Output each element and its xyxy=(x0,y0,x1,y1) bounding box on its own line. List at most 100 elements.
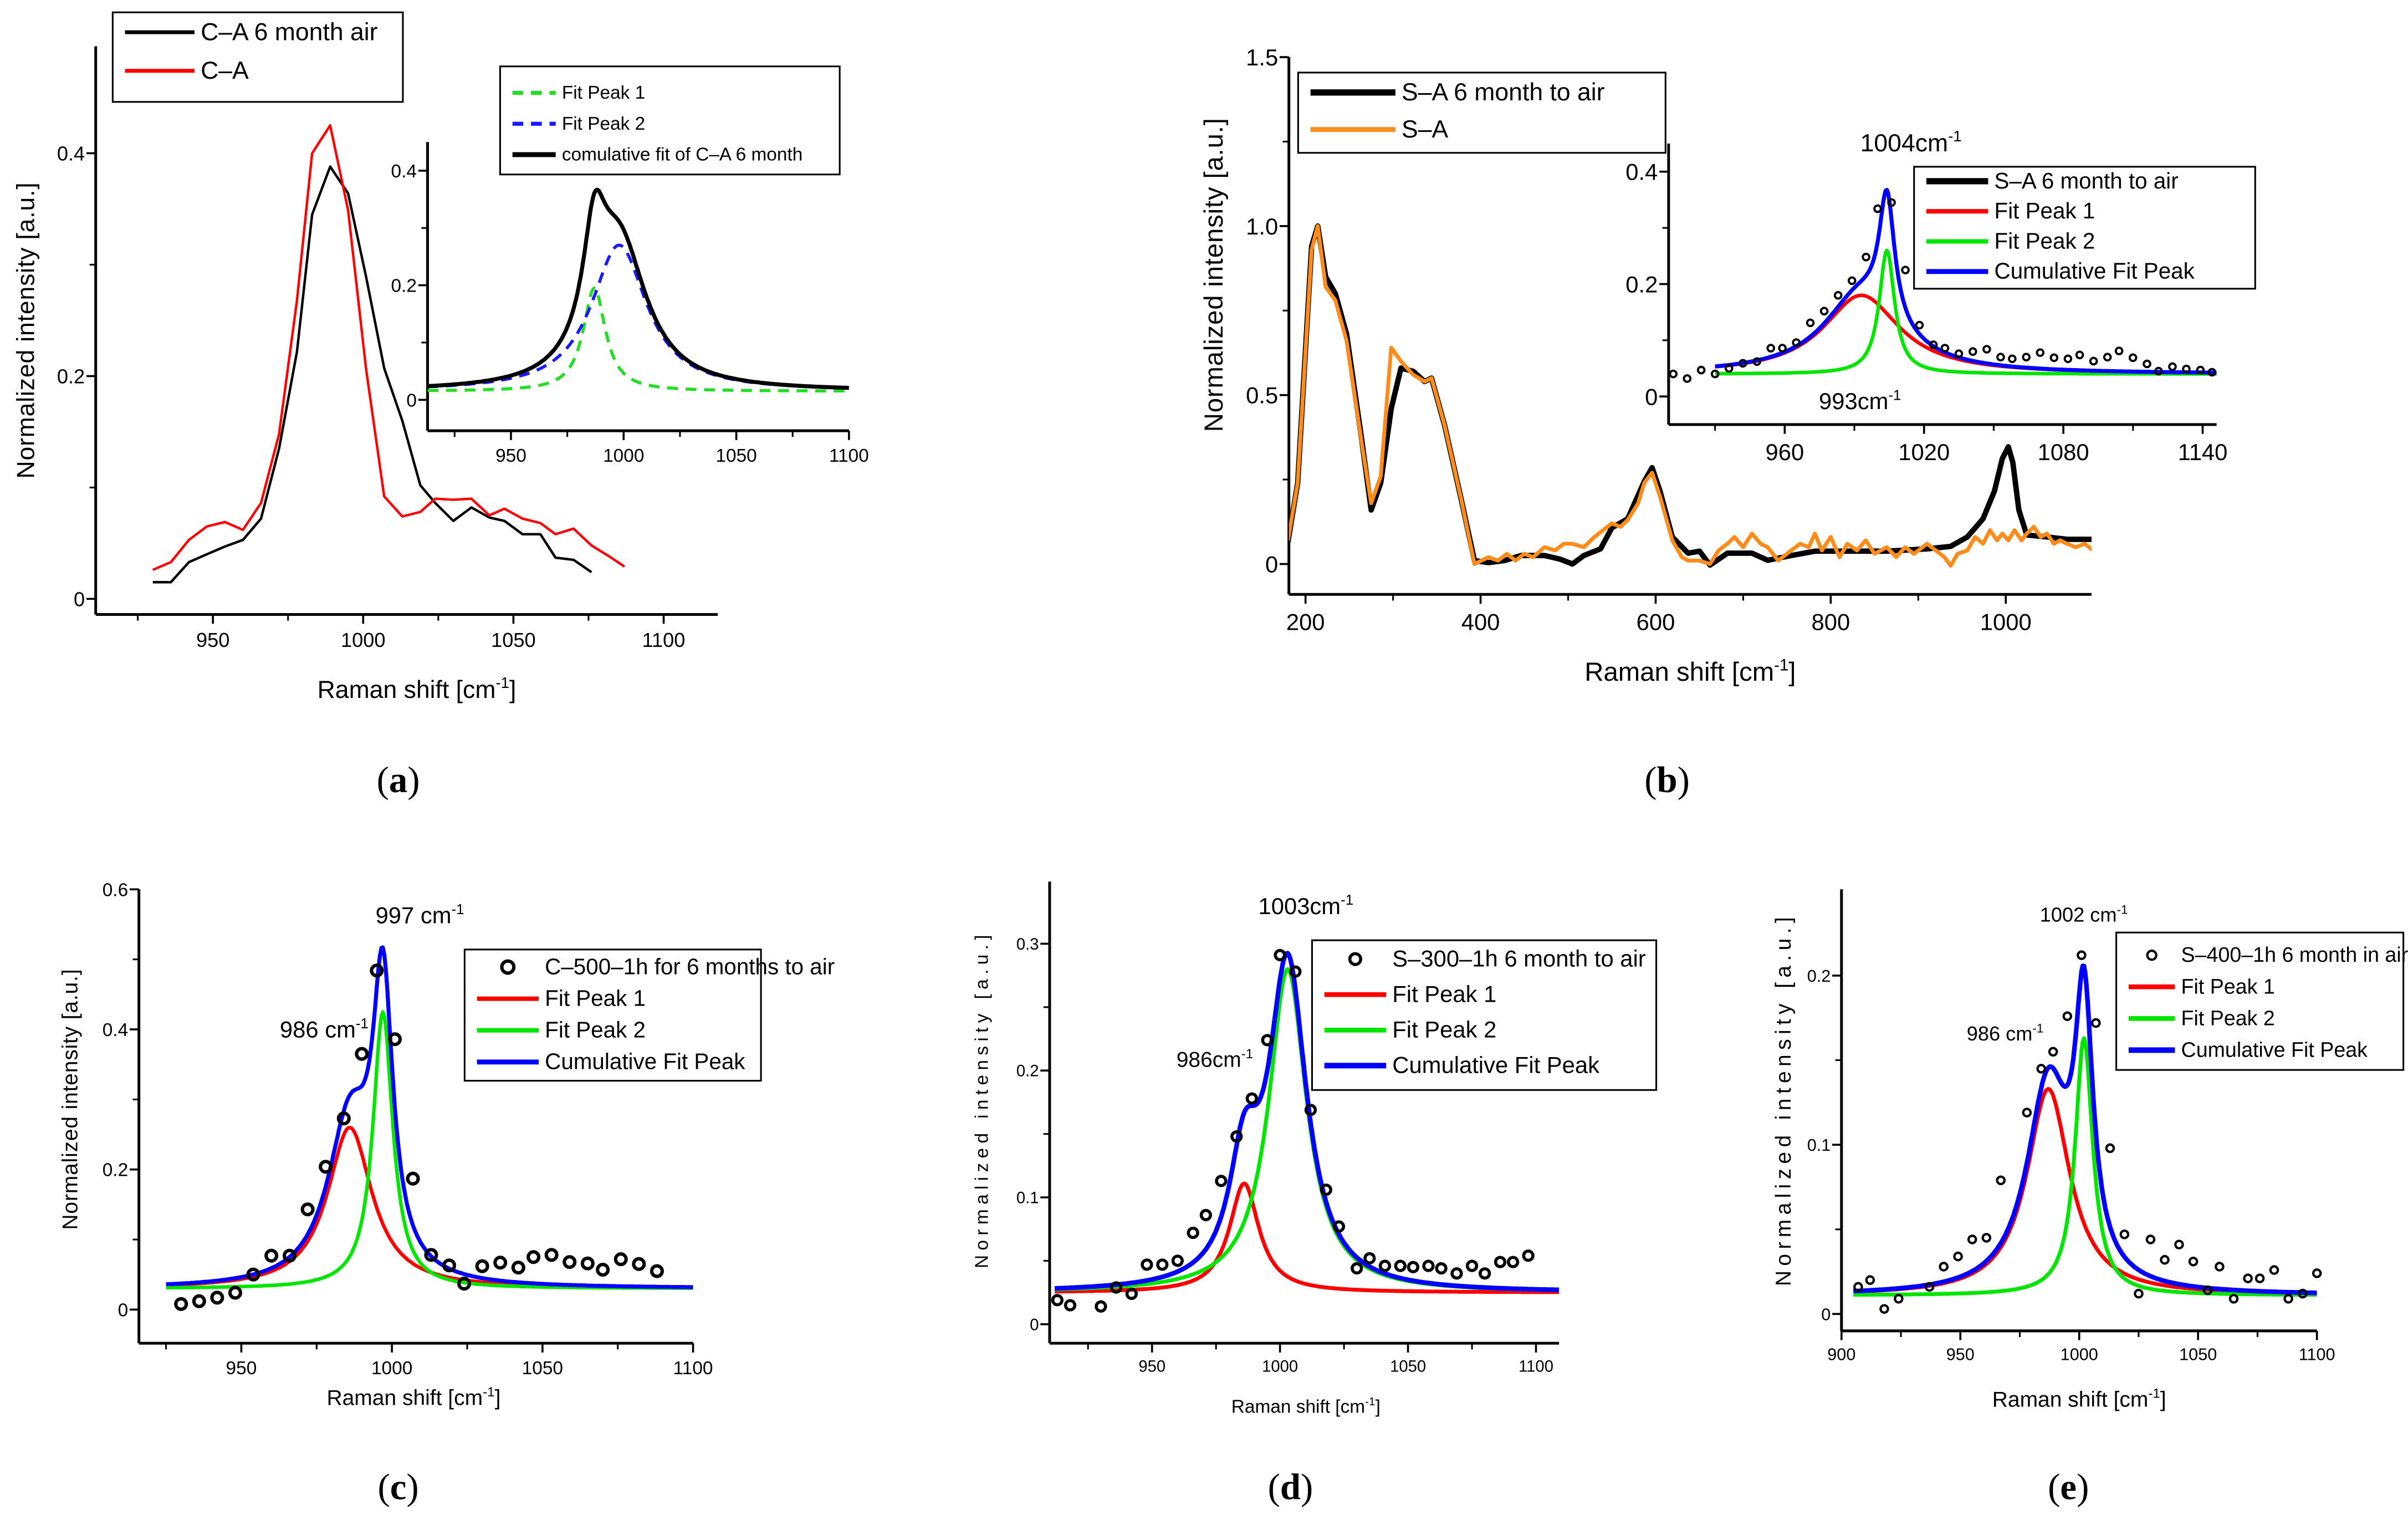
x-tick-label: 1000 xyxy=(603,446,644,466)
data-point xyxy=(2077,950,2087,960)
data-point xyxy=(1051,1294,1064,1307)
x-tick-label: 1050 xyxy=(2179,1345,2217,1364)
x-tick-label: 1000 xyxy=(1980,609,2032,635)
data-point xyxy=(1879,1304,1889,1314)
data-point xyxy=(613,1252,628,1267)
y-tick-label: 0.4 xyxy=(391,161,417,182)
data-point xyxy=(1289,965,1302,978)
peak-annotation: 997 cm-1 xyxy=(376,902,464,929)
x-tick-label: 600 xyxy=(1637,609,1675,635)
data-point xyxy=(1230,1130,1243,1143)
fit-curve-fit-peak-1 xyxy=(1054,1181,1560,1294)
data-point xyxy=(1862,252,1870,262)
y-tick-label: 0.2 xyxy=(103,1160,128,1181)
y-tick-label: 0.4 xyxy=(57,142,85,165)
panel-label-e: (e) xyxy=(2048,1466,2089,1507)
data-point xyxy=(1887,198,1896,207)
legend-label: Fit Peak 2 xyxy=(2181,1006,2275,1029)
legend-label: Fit Peak 1 xyxy=(1392,981,1496,1007)
legend: S–400–1h 6 month in air Fit Peak 1 Fit Pea… xyxy=(2115,931,2408,1071)
data-point xyxy=(1847,276,1857,285)
data-point xyxy=(1245,1092,1258,1105)
peak-annotation: 993cm-1 xyxy=(1819,387,1901,414)
y-tick-label: 0.4 xyxy=(1625,159,1658,185)
fit-curve-fit-peak-2 xyxy=(1853,1036,2317,1297)
plot-e: 900 950 1000 1050 1100 0 0.1 0.2 Raman shift [cm… xyxy=(1772,889,2408,1411)
plot-area xyxy=(1054,951,1560,1294)
peak-annotation: 1003cm-1 xyxy=(1259,892,1354,919)
x-tick-label: 900 xyxy=(1827,1345,1855,1364)
legend-label: S–300–1h 6 month to air xyxy=(1392,946,1646,972)
panel-label-a: (a) xyxy=(377,759,420,800)
legend-box xyxy=(1913,166,2256,290)
data-point xyxy=(2075,350,2084,360)
data-point xyxy=(1669,369,1678,379)
data-point xyxy=(2228,1294,2239,1304)
legend-box xyxy=(2115,931,2405,1071)
data-point xyxy=(442,1258,457,1273)
data-point xyxy=(493,1256,508,1270)
y-tick-label: 0.6 xyxy=(103,880,128,900)
data-point xyxy=(319,1160,333,1174)
data-point xyxy=(1506,1256,1520,1268)
data-point xyxy=(2089,356,2098,366)
x-tick-label: 1100 xyxy=(2299,1345,2335,1364)
data-point xyxy=(1792,338,1801,347)
y-tick-label: 0.3 xyxy=(1016,936,1039,953)
panel-label-d: (d) xyxy=(1268,1466,1313,1507)
data-point xyxy=(1332,1220,1346,1233)
y-tick-label: 0.2 xyxy=(391,276,417,297)
legend-marker xyxy=(1348,952,1362,966)
data-point xyxy=(1351,1262,1363,1275)
data-point xyxy=(2269,1265,2279,1275)
data-point xyxy=(370,963,384,978)
data-point xyxy=(650,1264,664,1278)
data-point xyxy=(174,1297,188,1311)
data-point xyxy=(1261,1034,1274,1047)
legend-label: Fit Peak 2 xyxy=(1392,1017,1496,1043)
data-point xyxy=(2283,1294,2293,1304)
data-point xyxy=(1939,1262,1949,1272)
y-tick-label: 0.2 xyxy=(1625,272,1658,298)
y-tick-label: 0.2 xyxy=(1807,967,1831,986)
y-tick-label: 0.2 xyxy=(57,365,85,387)
data-point xyxy=(2091,1018,2101,1028)
series-line-c-a-6-month-air xyxy=(152,165,592,584)
x-tick-label: 950 xyxy=(196,629,229,651)
y-axis-title: Normalized intensity [a.u.] xyxy=(972,930,993,1268)
data-point xyxy=(2008,354,2017,364)
panel-label-b: (b) xyxy=(1644,759,1690,800)
data-point xyxy=(282,1248,297,1263)
plot-area xyxy=(165,945,693,1290)
data-point xyxy=(1465,1259,1479,1272)
fit-curve-cumulative-fit-peak xyxy=(1054,951,1560,1292)
x-tick-label: 1050 xyxy=(522,1358,563,1379)
y-tick-label: 0 xyxy=(1030,1316,1039,1334)
data-point xyxy=(1865,1275,1875,1285)
x-tick-label: 1100 xyxy=(829,446,869,466)
data-point xyxy=(475,1259,489,1273)
data-point xyxy=(1873,204,1882,213)
data-point xyxy=(1304,1104,1317,1116)
legend-label: S–A 6 month to air xyxy=(1402,79,1605,106)
y-tick-label: 0 xyxy=(1821,1305,1831,1324)
data-point xyxy=(1953,1251,1963,1262)
y-tick-label: 0.5 xyxy=(1246,382,1278,409)
data-point xyxy=(2145,1235,2156,1244)
x-tick-label: 1050 xyxy=(715,446,756,466)
data-point xyxy=(406,1171,420,1186)
x-tick-label: 1050 xyxy=(491,629,536,651)
y-tick-label: 0.4 xyxy=(103,1020,128,1040)
data-point xyxy=(1522,1249,1535,1262)
fit-curve-comulative-fit-of-c-a-6-month xyxy=(427,187,849,390)
data-point xyxy=(1141,1258,1153,1271)
peak-annotation: 986cm-1 xyxy=(1177,1047,1254,1072)
legend-marker xyxy=(500,959,516,975)
data-point xyxy=(246,1267,260,1282)
fit-curve-cumulative-fit-peak xyxy=(165,945,693,1289)
y-tick-label: 0 xyxy=(1645,384,1658,410)
peak-annotation: 986 cm-1 xyxy=(280,1016,369,1043)
data-point xyxy=(1954,349,1964,358)
data-point xyxy=(1752,357,1761,366)
